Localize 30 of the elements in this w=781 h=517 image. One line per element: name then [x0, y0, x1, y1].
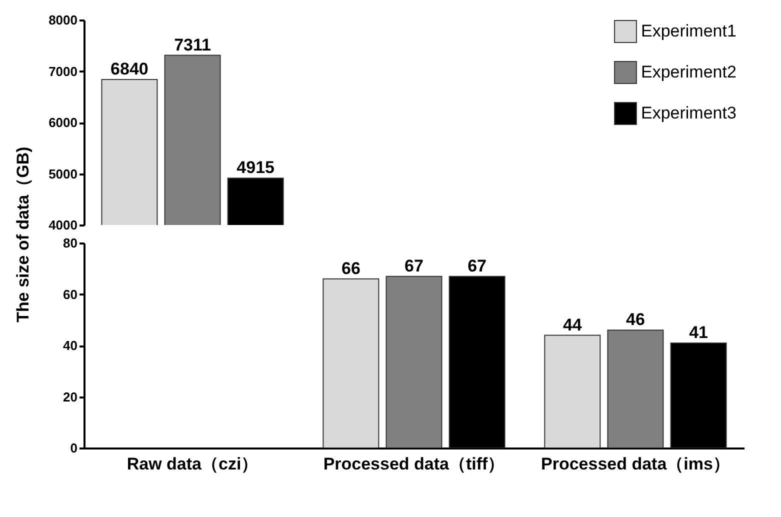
data-label: 44: [562, 315, 582, 334]
y-tick-label: 0: [70, 440, 78, 456]
data-label: 6840: [110, 59, 148, 78]
data-label: 41: [689, 322, 708, 342]
y-tick-label: 60: [63, 286, 78, 302]
y-tick-label: 4000: [48, 218, 78, 232]
y-tick-label: 8000: [48, 12, 78, 28]
y-axis-title: The size of data（GB): [14, 146, 32, 322]
data-label: 7311: [174, 35, 211, 54]
x-tick-label: Raw data（czi）: [126, 454, 258, 474]
data-label: 4915: [236, 158, 274, 178]
bar: [544, 334, 601, 448]
data-label: 67: [468, 256, 487, 276]
bar: [607, 330, 664, 448]
legend-label: Experiment3: [641, 104, 736, 122]
y-tick-label: 20: [63, 389, 78, 404]
data-label: 66: [341, 258, 360, 278]
data-label: 67: [404, 256, 424, 276]
y-tick-label: 80: [63, 236, 78, 250]
x-tick-label: Processed data（ims）: [540, 454, 730, 474]
legend-label: Experiment2: [641, 62, 736, 82]
y-tick-label: 6000: [48, 115, 78, 130]
data-label: 46: [626, 310, 645, 330]
y-tick-label: 7000: [48, 64, 78, 79]
bar: [386, 276, 442, 448]
legend-label: Experiment1: [641, 22, 736, 40]
x-tick-label: Processed data（tiff）: [323, 454, 505, 474]
y-tick-label: 40: [63, 338, 78, 353]
y-tick-label: 5000: [48, 166, 78, 182]
bar: [322, 278, 380, 448]
